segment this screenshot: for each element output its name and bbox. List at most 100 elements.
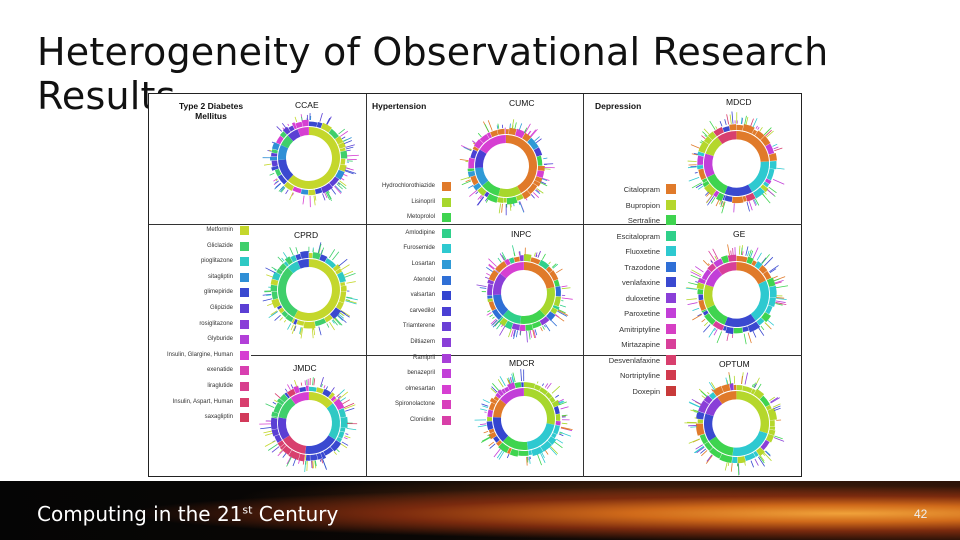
sunburst-outer-segment bbox=[495, 392, 502, 399]
sunburst-outer-segment bbox=[546, 311, 556, 321]
sunburst-spike bbox=[744, 115, 747, 125]
sunburst-outer-segment bbox=[701, 309, 707, 313]
sunburst-spike bbox=[473, 142, 476, 145]
legend-item: saxagliptin bbox=[151, 412, 251, 428]
sunburst-spike bbox=[492, 320, 499, 328]
sunburst-spike bbox=[533, 252, 536, 257]
sunburst-outer-segment bbox=[518, 450, 529, 456]
sunburst-ring-segment bbox=[500, 388, 524, 405]
sunburst-spike bbox=[338, 391, 349, 400]
sunburst-spike bbox=[480, 408, 488, 411]
sunburst-spike bbox=[345, 407, 355, 412]
sunburst-spike bbox=[273, 399, 278, 403]
sunburst-outer-segment bbox=[291, 122, 297, 130]
legend-label: Escitalopram bbox=[616, 231, 660, 241]
legend-item: benazepril bbox=[368, 368, 453, 384]
sunburst-outer-segment bbox=[553, 296, 562, 307]
sunburst-spike bbox=[265, 267, 276, 274]
sunburst-ring-segment bbox=[297, 127, 309, 137]
sunburst-outer-segment bbox=[719, 453, 733, 464]
sunburst-outer-segment bbox=[736, 384, 743, 391]
sunburst-spike bbox=[485, 199, 489, 203]
legend-item: Paroxetine bbox=[585, 307, 678, 323]
sunburst-spike bbox=[688, 176, 700, 182]
sunburst-spike bbox=[714, 328, 717, 331]
sunburst-spike bbox=[537, 454, 542, 466]
sunburst-spike bbox=[759, 127, 763, 132]
sunburst-spike bbox=[318, 326, 322, 336]
sunburst-outer-segment bbox=[553, 406, 560, 415]
legend-label: Citalopram bbox=[623, 185, 660, 194]
sunburst-spike bbox=[465, 179, 471, 183]
legend-swatch bbox=[666, 354, 676, 365]
sunburst-outer-segment bbox=[555, 286, 561, 297]
sunburst-spike bbox=[322, 458, 327, 470]
sunburst-spike bbox=[340, 264, 350, 271]
sunburst-spike bbox=[752, 247, 759, 259]
sunburst-spike bbox=[338, 181, 347, 189]
sunburst-outer-segment bbox=[329, 307, 342, 320]
sunburst-outer-segment bbox=[697, 277, 706, 285]
sunburst-spike bbox=[775, 285, 789, 289]
sunburst-spike bbox=[719, 120, 723, 127]
sunburst-spike bbox=[541, 253, 546, 260]
sunburst-spike bbox=[757, 383, 762, 390]
sunburst-spike bbox=[476, 196, 484, 206]
sunburst-ring-segment bbox=[493, 417, 509, 442]
sunburst-spike bbox=[691, 182, 702, 189]
sunburst-ring-segment bbox=[707, 173, 728, 194]
sunburst-spike bbox=[488, 264, 495, 270]
sunburst-spike bbox=[556, 268, 563, 274]
sunburst-ring-segment bbox=[717, 390, 737, 404]
sunburst-spike bbox=[477, 132, 482, 138]
sunburst-cumc bbox=[459, 119, 555, 216]
sunburst-outer-segment bbox=[329, 176, 340, 187]
sunburst-spike bbox=[524, 130, 527, 133]
sunburst-spike bbox=[265, 432, 273, 436]
sunburst-spike bbox=[487, 310, 491, 313]
sunburst-spike bbox=[541, 177, 550, 181]
sunburst-spike bbox=[269, 172, 275, 176]
sunburst-spike bbox=[487, 434, 490, 437]
sunburst-spike bbox=[762, 193, 771, 204]
sunburst-spike bbox=[773, 278, 780, 282]
legend-label: Paroxetine bbox=[624, 309, 660, 318]
legend-label: saxagliptin bbox=[204, 414, 233, 421]
sunburst-outer-segment bbox=[721, 383, 731, 393]
sunburst-spike bbox=[685, 287, 697, 290]
sunburst-ring-segment bbox=[282, 435, 307, 454]
sunburst-spike bbox=[334, 317, 343, 326]
sunburst-ring-segment bbox=[707, 304, 728, 325]
sunburst-spike bbox=[767, 319, 775, 326]
sunburst-spike bbox=[541, 178, 548, 182]
sunburst-outer-segment bbox=[759, 395, 771, 407]
sunburst-spike bbox=[733, 203, 735, 213]
sunburst-ring-segment bbox=[493, 273, 507, 295]
sunburst-spike bbox=[270, 310, 278, 316]
sunburst-ring-segment bbox=[500, 262, 524, 279]
sunburst-spike bbox=[510, 329, 514, 338]
sunburst-spike bbox=[555, 314, 558, 316]
sunburst-spike bbox=[535, 189, 540, 193]
sunburst-spike bbox=[289, 247, 294, 256]
legend-label: olmesartan bbox=[405, 385, 435, 392]
sunburst-outer-segment bbox=[487, 283, 494, 296]
sunburst-outer-segment bbox=[744, 452, 756, 461]
sunburst-ring-segment bbox=[482, 180, 501, 197]
legend-swatch bbox=[442, 369, 451, 379]
sunburst-spike bbox=[498, 203, 501, 214]
sunburst-outer-segment bbox=[754, 261, 763, 270]
sunburst-outer-segment bbox=[330, 395, 337, 402]
legend-item: duloxetine bbox=[585, 292, 678, 308]
sunburst-outer-segment bbox=[271, 271, 281, 281]
sunburst-spike bbox=[506, 378, 510, 385]
sunburst-spike bbox=[338, 258, 348, 267]
sunburst-spike bbox=[536, 381, 539, 384]
sunburst-outer-segment bbox=[540, 440, 553, 452]
sunburst-spike bbox=[327, 190, 330, 194]
sunburst-ring-segment bbox=[278, 144, 289, 160]
sunburst-spike bbox=[540, 182, 548, 187]
sunburst-ring-segment bbox=[287, 127, 340, 189]
legend-swatch bbox=[442, 353, 451, 363]
legend-label: Glyburide bbox=[207, 336, 233, 343]
